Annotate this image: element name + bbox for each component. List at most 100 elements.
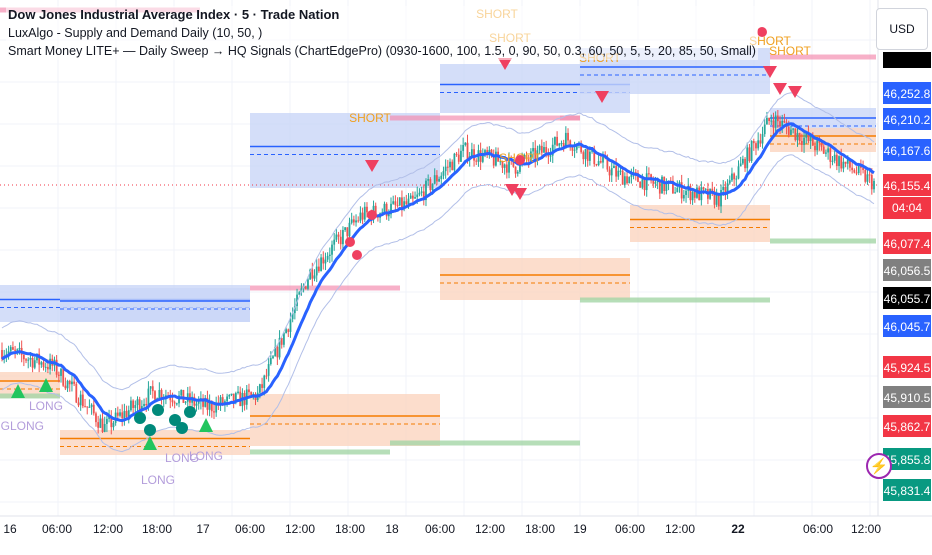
candle [741,155,744,165]
candle-body [97,422,100,428]
candle-body [449,161,451,168]
top-price-label-bg [883,52,931,68]
candle [97,415,100,434]
candle-body [608,169,611,176]
series-line-vwap [1,122,875,423]
symbol-title[interactable]: Dow Jones Industrial Average Index · 5 ·… [6,6,758,24]
candle [193,393,196,410]
candle [825,149,827,157]
candle [759,133,762,147]
candle-body [685,190,687,195]
candle [835,151,838,171]
candle-body [575,144,578,150]
demand-zone [250,394,440,446]
indicator-smart-money[interactable]: Smart Money LITE+ — Daily Sweep → HQ Sig… [6,42,758,60]
candle-body [722,186,725,190]
candle-body [682,194,685,199]
sweep-dot-high [345,237,355,247]
candle-body [285,329,288,334]
candle-body [401,197,403,210]
candle-body [366,206,368,213]
candle-body [182,389,185,403]
candle-body [46,366,49,370]
candle-body [123,410,126,419]
candle-body [383,203,386,213]
x-tick-label: 18:00 [142,522,172,536]
candle-body [556,136,559,146]
candle-body [309,269,312,280]
candle-body [125,410,128,418]
price-label: 45,924.5 [884,361,931,375]
candle-body [22,354,25,360]
candle-body [774,115,777,128]
candle-body [746,147,749,169]
chart-legend: Dow Jones Industrial Average Index · 5 ·… [6,6,758,60]
candle [112,420,115,431]
candle-body [763,124,766,135]
candle-body [621,170,624,185]
currency-button[interactable]: USD [876,8,928,50]
sweep-dot-low [176,422,188,434]
candle-body [838,156,840,167]
candle [610,162,613,182]
candle-body [130,400,132,411]
candle [361,207,364,225]
candle [433,168,436,185]
candle-body [792,128,795,130]
candle-body [825,152,827,154]
candle [514,166,517,178]
candle [276,344,279,366]
candle-body [381,212,384,214]
candle [833,150,836,164]
long-triangle-icon [11,384,25,398]
candle [427,174,430,186]
candle-body [328,254,331,256]
candle [90,403,93,415]
x-tick-label: 06:00 [425,522,455,536]
candle-body [160,389,163,400]
candle [68,379,71,392]
candle [838,155,840,173]
candle [558,142,561,149]
candle-body [62,368,65,386]
candle-body [12,347,14,350]
indicator-luxalgo[interactable]: LuxAlgo - Supply and Demand Daily (10, 5… [6,24,758,42]
candle-body [151,386,154,392]
candle-body [868,174,871,176]
candle-body [534,148,537,161]
price-label: 46,045.7 [884,320,931,334]
candle [464,142,467,147]
candle-body [731,173,733,181]
candle-body [750,140,753,161]
candle-body [213,411,215,413]
candle [333,233,336,251]
candle [744,157,746,172]
price-label: 45,831.4 [884,484,931,498]
candle-body [564,132,567,149]
signal-label-long: LONG [29,399,63,413]
candle-body [744,158,746,169]
candle-body [1,350,3,359]
candle [442,166,445,180]
candle [409,193,412,199]
x-tick-label: 12:00 [475,522,505,536]
candle [460,144,462,162]
candle-body [711,188,714,191]
candle-body [357,220,360,222]
candle [647,167,650,179]
candle-body [90,404,93,407]
price-axis-bg [878,0,932,516]
candle [169,389,172,409]
candle [396,197,399,208]
candle [556,131,559,147]
candle-body [88,406,91,408]
price-label: 46,056.5 [884,264,931,278]
candle-body [798,133,801,141]
price-label-bg [883,174,931,196]
lightning-bolt-icon[interactable]: ⚡ [866,453,892,479]
candle-body [291,313,294,320]
candle [645,166,648,197]
candle [608,166,611,182]
